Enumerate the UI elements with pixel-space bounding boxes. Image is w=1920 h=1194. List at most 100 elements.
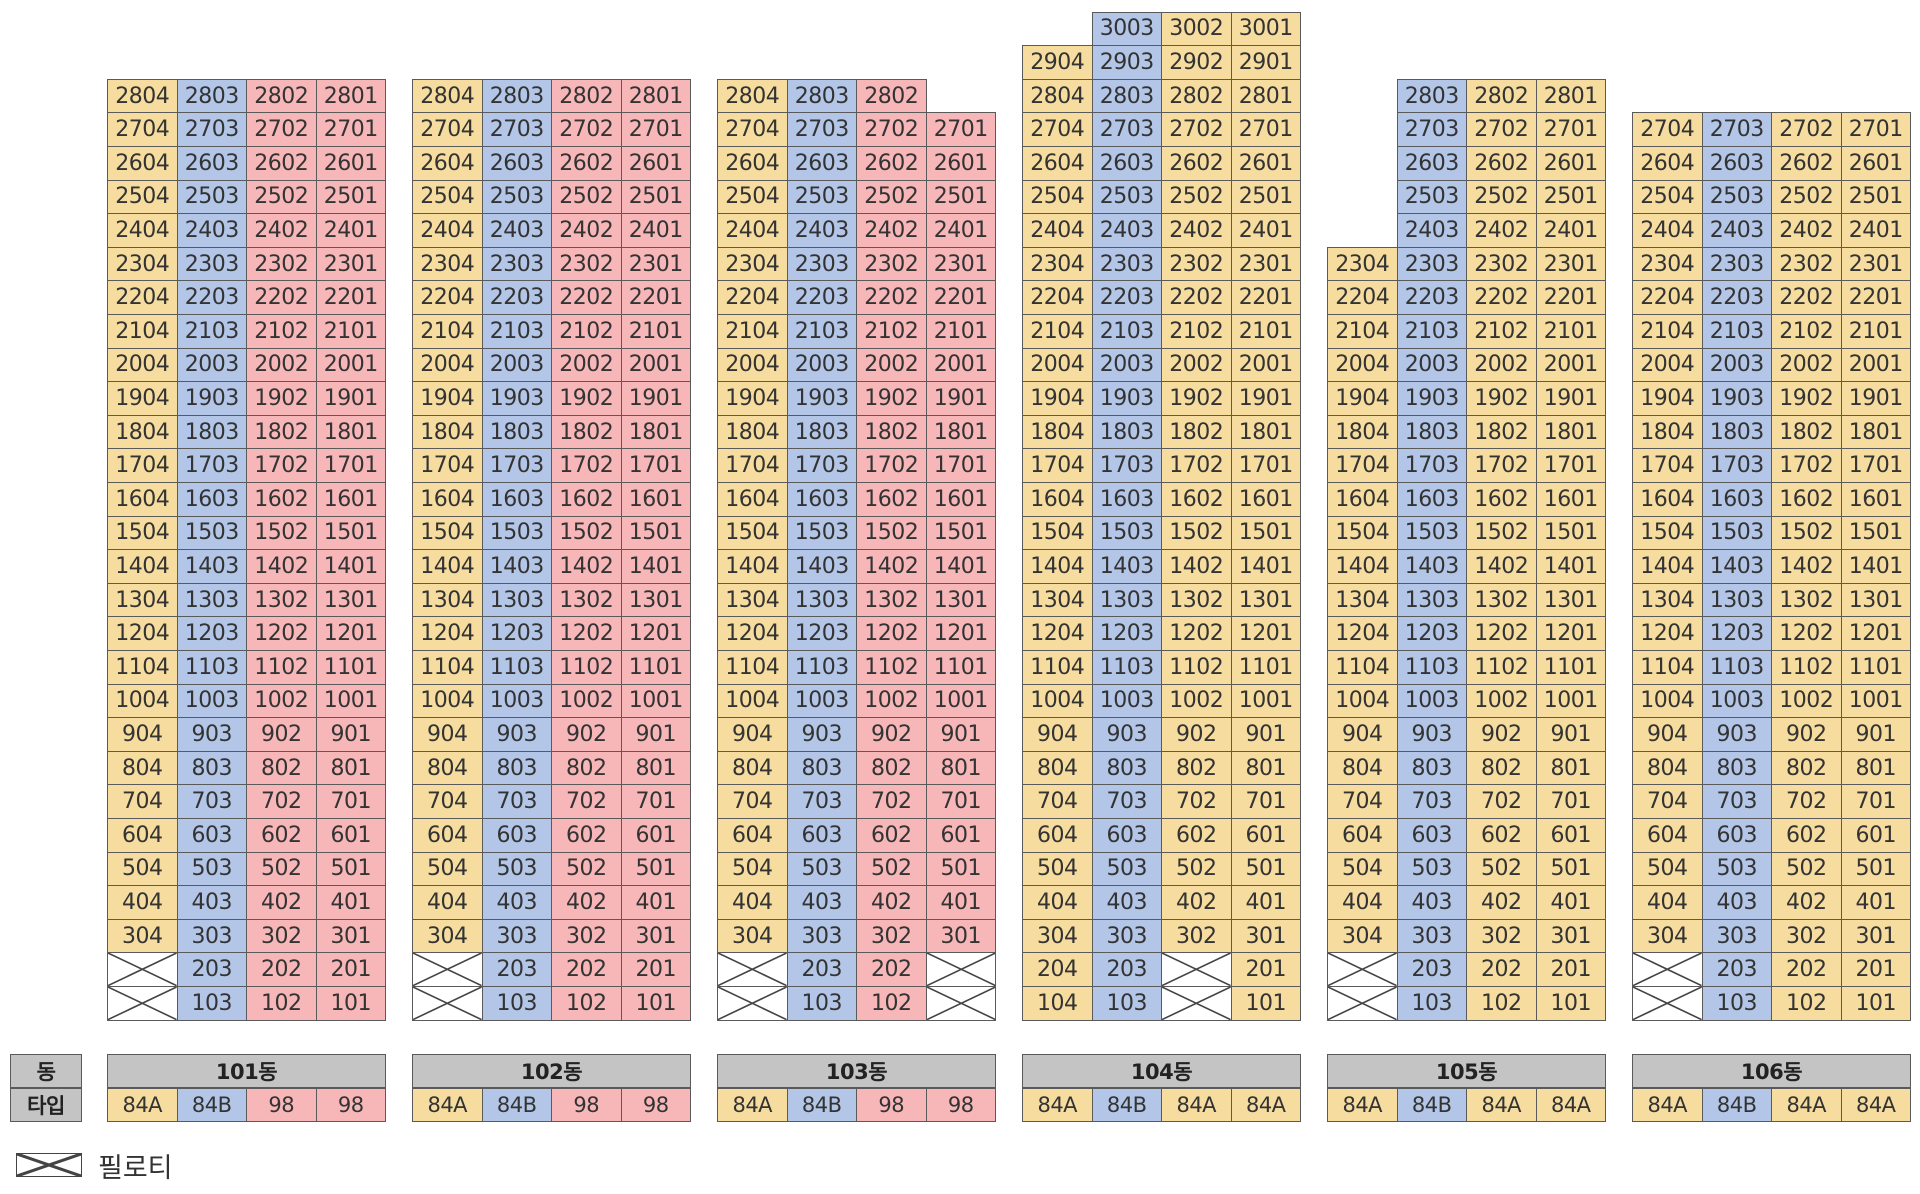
unit-cell: 2503 — [786, 179, 857, 215]
unit-cell: 1703 — [1396, 448, 1467, 483]
unit-cell: 1704 — [107, 448, 178, 483]
unit-cell: 702 — [856, 784, 927, 819]
pilotis-cell — [1161, 952, 1232, 987]
unit-cell: 2504 — [1022, 179, 1093, 215]
unit-cell: 901 — [1840, 717, 1911, 752]
unit-cell: 2203 — [176, 280, 247, 315]
unit-cell: 803 — [176, 750, 247, 786]
unit-cell: 2402 — [551, 213, 622, 248]
unit-cell: 704 — [1327, 784, 1398, 819]
unit-cell: 2001 — [1535, 347, 1606, 383]
unit-cell: 902 — [1161, 717, 1232, 752]
unit-cell: 2102 — [856, 314, 927, 349]
unit-cell: 2304 — [412, 246, 483, 282]
unit-cell: 1902 — [1466, 381, 1537, 416]
unit-cell: 1602 — [1466, 482, 1537, 517]
unit-cell: 2401 — [1840, 213, 1911, 248]
unit-cell: 904 — [1022, 717, 1093, 752]
unit-cell: 1603 — [1701, 482, 1772, 517]
unit-cell: 2301 — [620, 246, 691, 282]
unit-cell: 2503 — [176, 179, 247, 215]
unit-cell: 1803 — [1091, 414, 1162, 450]
unit-cell: 2201 — [1840, 280, 1911, 315]
building-header: 106동 — [1632, 1054, 1911, 1088]
unit-cell: 1404 — [1632, 549, 1703, 584]
unit-cell: 1604 — [1022, 482, 1093, 517]
unit-cell: 1204 — [107, 616, 178, 651]
unit-cell: 2304 — [1632, 246, 1703, 282]
unit-cell: 802 — [1466, 750, 1537, 786]
unit-cell: 401 — [620, 885, 691, 920]
unit-cell: 2201 — [1230, 280, 1301, 315]
unit-cell: 901 — [925, 717, 996, 752]
type-cell: 98 — [246, 1088, 317, 1122]
unit-cell: 202 — [246, 952, 317, 987]
unit-cell: 703 — [481, 784, 552, 819]
unit-cell: 2902 — [1161, 45, 1232, 80]
unit-cell: 2302 — [1161, 246, 1232, 282]
unit-cell: 604 — [1022, 818, 1093, 853]
unit-cell: 403 — [176, 885, 247, 920]
unit-cell: 2702 — [1161, 112, 1232, 147]
unit-cell: 201 — [1230, 952, 1301, 987]
type-cell: 84A — [1771, 1088, 1842, 1122]
unit-cell: 901 — [315, 717, 386, 752]
unit-cell: 2202 — [856, 280, 927, 315]
unit-cell: 804 — [107, 750, 178, 786]
unit-cell: 1902 — [1161, 381, 1232, 416]
unit-cell: 2604 — [107, 146, 178, 181]
unit-cell: 2103 — [481, 314, 552, 349]
unit-cell: 1203 — [176, 616, 247, 651]
unit-cell: 1901 — [1230, 381, 1301, 416]
unit-cell: 2001 — [315, 347, 386, 383]
unit-cell: 2304 — [717, 246, 788, 282]
unit-cell: 701 — [1535, 784, 1606, 819]
unit-cell: 2201 — [925, 280, 996, 315]
unit-cell: 1004 — [1022, 683, 1093, 719]
unit-cell: 304 — [412, 918, 483, 954]
unit-cell: 1101 — [1535, 650, 1606, 685]
unit-cell: 1304 — [1632, 582, 1703, 618]
unit-cell: 1102 — [1161, 650, 1232, 685]
type-cell: 84A — [1161, 1088, 1232, 1122]
unit-cell: 903 — [1396, 717, 1467, 752]
unit-cell: 1001 — [925, 683, 996, 719]
unit-cell: 1703 — [176, 448, 247, 483]
unit-cell: 604 — [1632, 818, 1703, 853]
legend-label: 필로티 — [98, 1152, 173, 1184]
unit-cell: 304 — [107, 918, 178, 954]
unit-cell: 1704 — [1632, 448, 1703, 483]
unit-cell: 2404 — [717, 213, 788, 248]
unit-cell: 1604 — [717, 482, 788, 517]
unit-cell: 1703 — [786, 448, 857, 483]
unit-cell: 1604 — [1327, 482, 1398, 517]
unit-cell: 2904 — [1022, 45, 1093, 80]
pilotis-cell — [107, 986, 178, 1021]
unit-cell: 1503 — [1396, 515, 1467, 551]
unit-cell: 1401 — [1230, 549, 1301, 584]
unit-cell: 1702 — [1466, 448, 1537, 483]
unit-cell: 2502 — [1161, 179, 1232, 215]
unit-cell: 1904 — [717, 381, 788, 416]
pilotis-cell — [412, 986, 483, 1021]
unit-cell: 2303 — [1701, 246, 1772, 282]
unit-cell: 501 — [925, 851, 996, 887]
unit-cell: 103 — [786, 986, 857, 1021]
unit-cell: 2002 — [856, 347, 927, 383]
unit-cell: 1003 — [1091, 683, 1162, 719]
unit-cell: 1901 — [1840, 381, 1911, 416]
pilotis-cell — [717, 952, 788, 987]
unit-cell: 603 — [1091, 818, 1162, 853]
type-cell: 98 — [620, 1088, 691, 1122]
unit-cell: 1403 — [1701, 549, 1772, 584]
unit-cell: 801 — [1535, 750, 1606, 786]
unit-cell: 701 — [620, 784, 691, 819]
unit-cell: 203 — [176, 952, 247, 987]
unit-cell: 702 — [1161, 784, 1232, 819]
unit-cell: 203 — [481, 952, 552, 987]
unit-cell: 1602 — [246, 482, 317, 517]
unit-cell: 2004 — [1632, 347, 1703, 383]
unit-cell: 1001 — [1535, 683, 1606, 719]
unit-cell: 1304 — [1327, 582, 1398, 618]
